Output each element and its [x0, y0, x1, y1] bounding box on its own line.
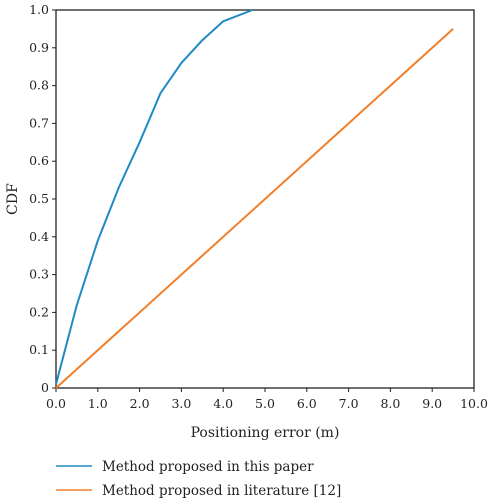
series-line-this-paper	[55, 9, 253, 385]
x-tick-label: 8.0	[380, 396, 400, 411]
y-tick-label: 0	[41, 380, 49, 395]
legend: Method proposed in this paper Method pro…	[56, 459, 341, 499]
y-tick-label: 0.2	[29, 304, 49, 319]
x-tick-label: 9.0	[422, 396, 442, 411]
series-lines	[55, 9, 454, 389]
y-tick-label: 1.0	[29, 2, 49, 17]
y-tick-label: 0.5	[29, 191, 49, 206]
x-tick-label: 10.0	[460, 396, 488, 411]
y-tick-label: 0.1	[29, 342, 49, 357]
y-tick-label: 0.8	[29, 78, 49, 93]
y-tick-label: 0.4	[29, 229, 49, 244]
x-axis-title: Positioning error (m)	[191, 425, 340, 441]
y-tick-label: 0.7	[29, 115, 49, 130]
y-tick-label: 0.6	[29, 153, 49, 168]
x-tick-label: 1.0	[88, 396, 108, 411]
x-tick-label: 2.0	[130, 396, 150, 411]
legend-label-this-paper: Method proposed in this paper	[102, 459, 314, 475]
x-tick-label: 6.0	[297, 396, 317, 411]
y-tick-label: 0.3	[29, 267, 49, 282]
x-tick-label: 3.0	[171, 396, 191, 411]
x-tick-label: 0.0	[46, 396, 66, 411]
x-tick-label: 7.0	[339, 396, 359, 411]
legend-label-literature: Method proposed in literature [12]	[102, 483, 341, 499]
y-axis-title: CDF	[5, 183, 21, 215]
x-ticks: 0.0 1.0 2.0 3.0 4.0 5.0 6.0 7.0 8.0 9.0 10.0	[46, 388, 488, 411]
series-line-literature	[55, 28, 454, 389]
y-tick-label: 0.9	[29, 40, 49, 55]
y-ticks: 0 0.1 0.2 0.3 0.4 0.5 0.6 0.7 0.8 0.9 1.0	[29, 2, 56, 395]
x-tick-label: 5.0	[255, 396, 275, 411]
x-tick-label: 4.0	[213, 396, 233, 411]
